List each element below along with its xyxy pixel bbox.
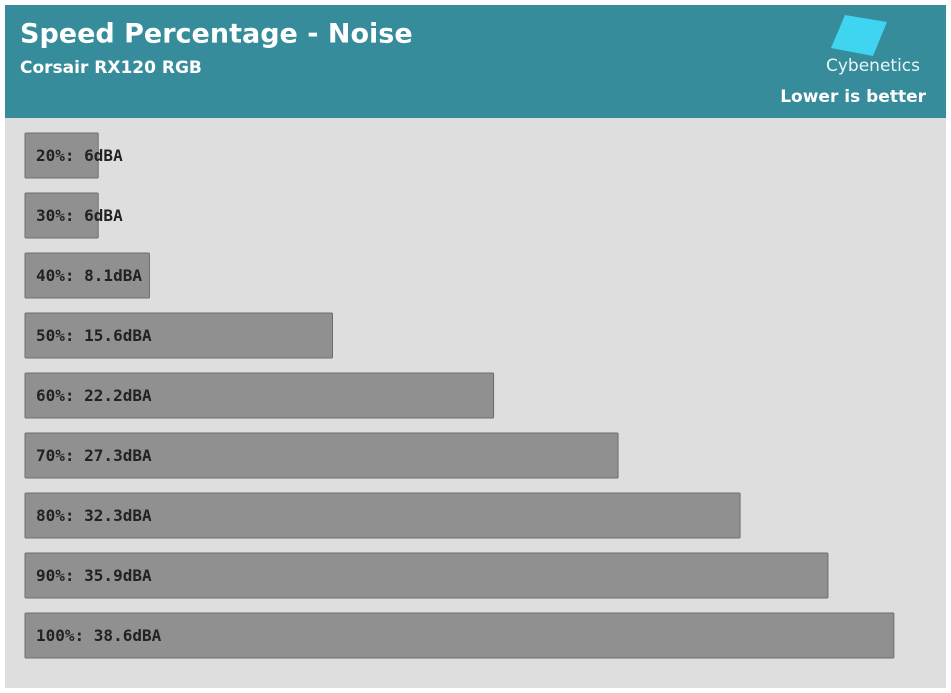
bar-label: 30%: 6dBA: [36, 206, 123, 225]
bar-label: 80%: 32.3dBA: [36, 506, 152, 525]
bar-label: 90%: 35.9dBA: [36, 566, 152, 585]
bar: [24, 312, 334, 359]
chart-title: Speed Percentage - Noise: [20, 19, 413, 50]
logo-icon: [831, 15, 887, 56]
bar-label: 100%: 38.6dBA: [36, 626, 162, 645]
header: [5, 5, 946, 118]
logo-text: Cybenetics: [826, 56, 920, 76]
chart-subtitle: Corsair RX120 RGB: [20, 58, 202, 78]
bar-label: 50%: 15.6dBA: [36, 326, 152, 345]
bar: [24, 372, 495, 419]
bar: [24, 252, 150, 299]
bar-label: 20%: 6dBA: [36, 146, 123, 165]
bar: [24, 552, 829, 599]
bar: [24, 132, 99, 179]
bar-label: 60%: 22.2dBA: [36, 386, 152, 405]
note: Lower is better: [780, 87, 926, 107]
bar: [24, 192, 99, 239]
bar: [24, 492, 741, 539]
bar-label: 40%: 8.1dBA: [36, 266, 142, 285]
bar: [24, 612, 895, 659]
bar-label: 70%: 27.3dBA: [36, 446, 152, 465]
bar: [24, 432, 619, 479]
